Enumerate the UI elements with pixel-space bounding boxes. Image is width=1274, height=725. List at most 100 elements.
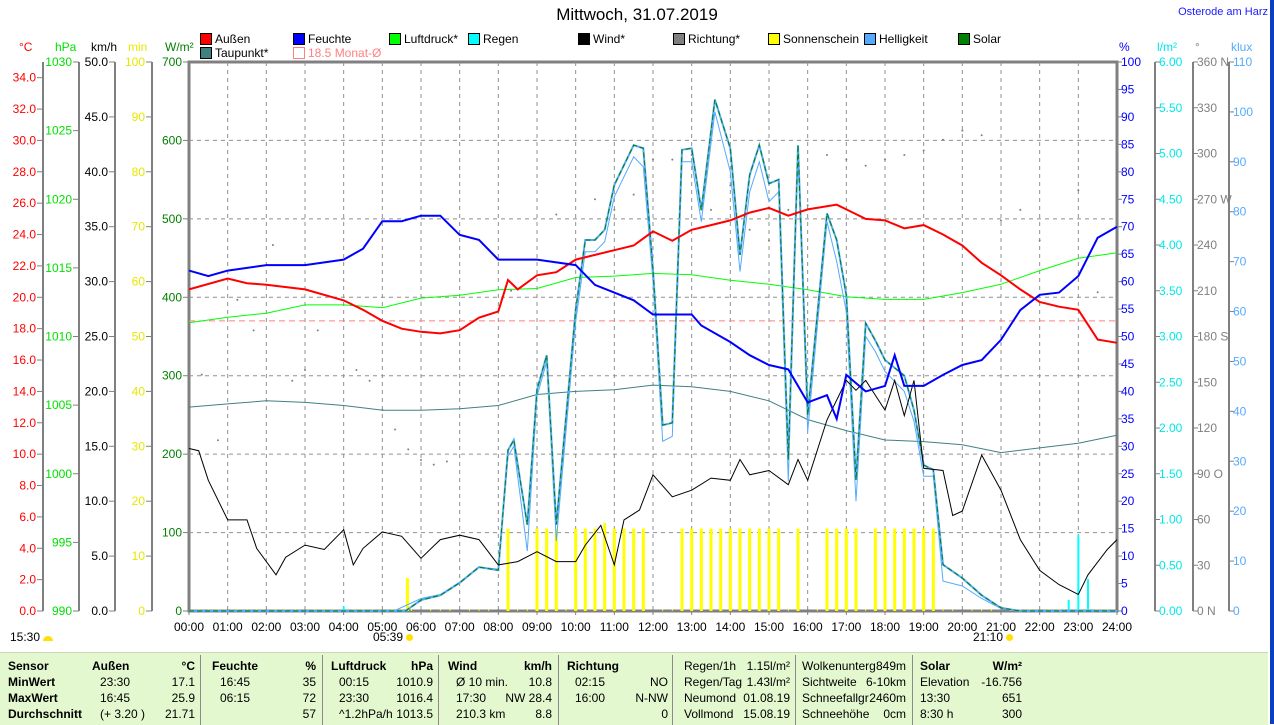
direction-point [445, 460, 448, 463]
x-tick-label: 24:00 [1102, 620, 1132, 634]
axis-tick-label: 50.0 [85, 55, 109, 69]
axis-tick-label: 0 [175, 604, 182, 618]
axis-tick-label: 5.0 [91, 549, 108, 563]
x-tick-label: 11:00 [600, 620, 629, 634]
rain-bar [1087, 578, 1089, 611]
axis-tick-label: 990 [52, 604, 72, 618]
table-cell: 16:45 [100, 691, 131, 705]
axis-tick-label: 55 [1121, 302, 1135, 316]
direction-point [748, 228, 751, 231]
column-header: Außen [92, 659, 130, 673]
legend-label: Richtung* [688, 32, 741, 46]
axis-tick-label: 34.0 [13, 71, 37, 85]
axis-tick-label: 10 [132, 549, 146, 563]
series-helligkeit [189, 111, 1117, 612]
axis-tick-label: 3.50 [1159, 284, 1183, 298]
series-außen [188, 203, 1118, 344]
axis-tick-label: 2.0 [19, 573, 36, 587]
axis-tick-label: 95 [1121, 82, 1135, 96]
sunshine-bar [680, 528, 684, 611]
legend-label: Wind* [593, 32, 626, 46]
axis-tick-label: 20.0 [85, 384, 109, 398]
window-edge [1270, 0, 1274, 724]
axis-tick-label: 180 S [1197, 330, 1228, 344]
axis-tick-label: 10.0 [13, 447, 37, 461]
table-cell: 72 [302, 691, 316, 705]
legend-swatch [200, 47, 212, 59]
x-tick-label: 04:00 [329, 620, 359, 634]
axis-tick-label: 10 [1233, 554, 1247, 568]
axis-tick-label: 6.00 [1159, 55, 1183, 69]
x-tick-label: 21:00 [986, 620, 1016, 634]
direction-point [1077, 189, 1080, 192]
sunshine-bar [767, 528, 771, 611]
legend-label: Helligkeit [879, 32, 928, 46]
axis-tick-label: 0.50 [1159, 558, 1183, 572]
sunshine-bar [922, 528, 926, 611]
sunshine-bar [535, 528, 539, 611]
axis-tick-label: 32.0 [13, 102, 37, 116]
axis-tick-label: 60 [1197, 513, 1211, 527]
direction-point [826, 154, 828, 157]
axis-unit-label: hPa [55, 40, 77, 54]
direction-point [1038, 239, 1041, 242]
axis-tick-label: 330 [1197, 101, 1217, 115]
direction-point [394, 428, 397, 431]
table-cell: Ø 10 min. [456, 675, 509, 689]
direction-point [1019, 208, 1022, 211]
axis-tick-label: 240 [1197, 238, 1217, 252]
sunshine-bar [844, 528, 848, 611]
sunshine-bar [622, 528, 626, 611]
direction-point [271, 244, 274, 246]
table-cell: 16:45 [220, 675, 251, 689]
table-cell: 8.8 [535, 707, 552, 721]
column-divider [438, 655, 439, 725]
table-cell: Sichtweite [802, 675, 857, 689]
direction-point [1096, 291, 1099, 294]
column-header: Wind [448, 659, 478, 673]
axis-tick-label: 70 [132, 220, 146, 234]
x-tick-label: 13:00 [677, 620, 707, 634]
rain-bar [342, 606, 345, 611]
axis-tick-label: 1030 [45, 55, 72, 69]
axis-tick-label: 40 [1121, 384, 1135, 398]
axis-tick-label: 100 [1121, 55, 1141, 69]
table-cell: Schneefallgr [802, 691, 869, 705]
legend-swatch [864, 33, 876, 45]
legend-swatch [200, 33, 212, 45]
axis-tick-label: 500 [162, 212, 182, 226]
x-tick-label: 18:00 [870, 620, 900, 634]
table-cell: 35 [302, 675, 316, 689]
legend-label: 18.5 Monat-Ø [308, 46, 382, 60]
column-unit: 849m [875, 659, 906, 673]
table-cell: 1016.4 [396, 691, 433, 705]
axis-tick-label: 0.00 [1159, 604, 1183, 618]
column-unit: W/m² [992, 659, 1022, 673]
axis-tick-label: 3.00 [1159, 330, 1183, 344]
axis-tick-label: 1010 [45, 330, 72, 344]
sunshine-bar [738, 528, 742, 611]
axis-tick-label: 15 [1121, 522, 1135, 536]
legend-label: Außen [215, 32, 251, 46]
axis-tick-label: 0 [1121, 604, 1128, 618]
axis-tick-label: 80 [1121, 165, 1135, 179]
table-cell: 6-10km [865, 675, 906, 689]
sunshine-bar [593, 528, 597, 611]
axis-tick-label: 0.0 [91, 604, 108, 618]
sunshine-bar [777, 528, 781, 611]
direction-point [845, 158, 848, 161]
axis-tick-label: 15.0 [85, 439, 109, 453]
table-cell: 17.1 [171, 675, 195, 689]
legend-label: Regen [483, 32, 519, 46]
x-tick-label: 06:00 [406, 620, 436, 634]
sun-icon [1006, 634, 1014, 641]
sunshine-bar [574, 528, 578, 611]
series-wind [188, 378, 1118, 596]
x-tick-label: 01:00 [213, 620, 243, 634]
axis-tick-label: 18.0 [13, 322, 37, 336]
table-cell: 00:15 [339, 675, 370, 689]
axis-unit-label: % [1119, 40, 1130, 54]
axis-tick-label: 10.0 [85, 494, 109, 508]
sunshine-bar [728, 528, 732, 611]
legend-item: Regen [468, 32, 518, 46]
